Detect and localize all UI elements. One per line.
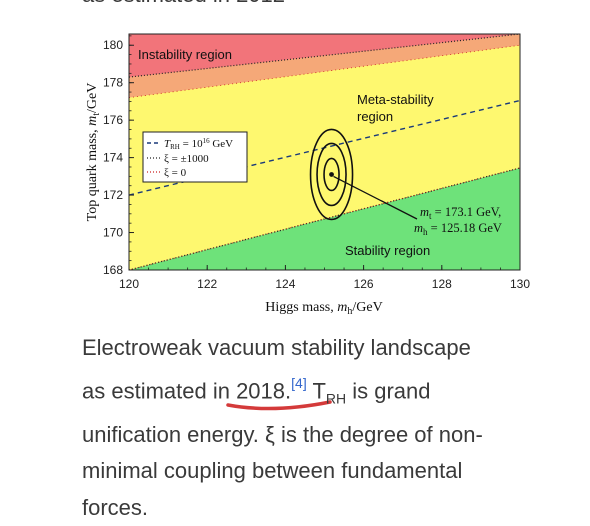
sigma-ellipse-1 [323, 157, 340, 192]
instability-region-label: Instability region [138, 47, 232, 62]
legend-label-trh: TRH = 1016 GeV [164, 137, 233, 151]
x-tick-label: 126 [354, 277, 374, 291]
y-tick-labels: 168 170 172 174 176 178 180 [103, 38, 123, 277]
metastability-region-label-line2: region [357, 109, 393, 124]
y-tick-label: 172 [103, 188, 123, 202]
caption-year: as estimated in 2018. [82, 377, 292, 403]
legend-box [142, 131, 248, 183]
measurement-point [329, 172, 334, 177]
axis-ticks [128, 35, 521, 271]
x-tick-label: 124 [275, 277, 295, 291]
measurement-ellipses [309, 128, 354, 221]
stability-boundary-red [129, 167, 520, 270]
x-axis-label: Higgs mass, mh/GeV [265, 300, 382, 317]
instability-lower-red [129, 44, 520, 99]
instability-boundary-dotted [129, 34, 520, 78]
x-tick-label: 122 [197, 277, 217, 291]
y-axis-label: Top quark mass, mt/GeV [85, 83, 102, 222]
vacuum-stability-chart: 120 122 124 126 128 130 168 170 172 174 176 178 180… [85, 33, 530, 317]
y-tick-label: 174 [103, 151, 123, 165]
citation-link[interactable]: [4] [291, 374, 307, 391]
x-tick-label: 130 [510, 277, 530, 291]
x-tick-labels: 120 122 124 126 128 130 [119, 277, 530, 291]
sigma-ellipse-2 [316, 142, 347, 207]
y-tick-label: 180 [103, 38, 123, 52]
stability-region-label: Stability region [345, 243, 430, 258]
metastability-region-label-line1: Meta-stability [357, 92, 434, 107]
caption-t-subscript: RH [325, 390, 347, 407]
caption-t: T [312, 377, 326, 403]
x-tick-label: 120 [119, 277, 139, 291]
sigma-ellipse-3 [309, 128, 354, 221]
caption-line-4: minimal coupling between fundamental [82, 458, 463, 484]
chart-legend: TRH = 1016 GeV ξ = ±1000 ξ = 0 [142, 131, 248, 183]
legend-label-xi-1000: ξ = ±1000 [164, 153, 209, 165]
y-tick-label: 170 [103, 226, 123, 240]
y-tick-label: 178 [103, 76, 123, 90]
y-tick-label: 176 [103, 113, 123, 127]
measurement-arrow [333, 175, 418, 220]
caption-line-5: forces. [82, 494, 149, 520]
caption-line-3: unification energy. ξ is the degree of n… [82, 421, 483, 447]
measurement-label-mt: mt = 173.1 GeV, [420, 205, 501, 221]
legend-label-xi-0: ξ = 0 [164, 167, 187, 179]
measurement-label-mh: mh = 125.18 GeV [414, 221, 502, 237]
y-tick-label: 168 [103, 263, 123, 277]
stability-boundary-dotted [129, 167, 520, 270]
caption-after-t: is grand [346, 377, 431, 403]
caption-line-1: Electroweak vacuum stability landscape [82, 335, 471, 360]
instability-region [129, 34, 520, 78]
figure-caption: Electroweak vacuum stability landscape a… [82, 330, 552, 526]
x-tick-label: 128 [432, 277, 452, 291]
